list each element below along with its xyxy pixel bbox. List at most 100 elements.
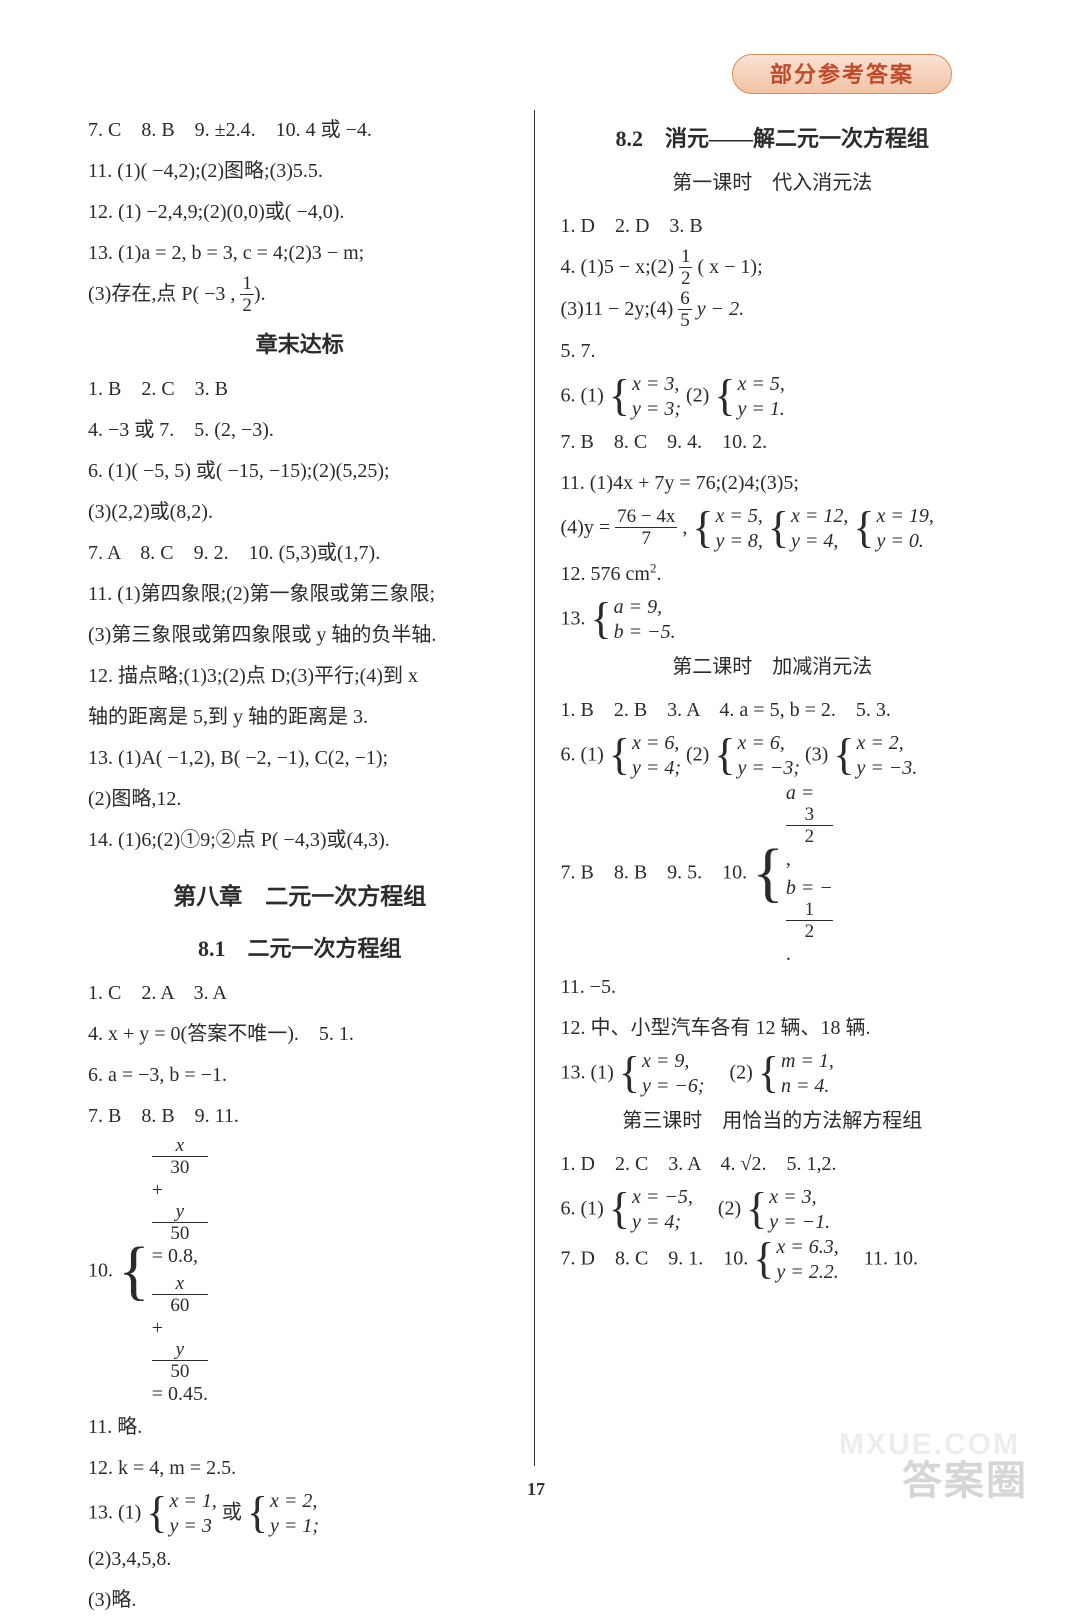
text: x = 12, bbox=[791, 504, 848, 529]
text: x = 2, bbox=[856, 731, 917, 756]
ans-line: 12. 中、小型汽车各有 12 辆、18 辆. bbox=[561, 1008, 985, 1049]
text: = 0.45. bbox=[152, 1382, 208, 1407]
ans-line: 11. −5. bbox=[561, 967, 985, 1008]
subsection-heading: 第一课时 代入消元法 bbox=[561, 163, 985, 204]
text: = 0.8, bbox=[152, 1244, 208, 1269]
text: x = 9, bbox=[642, 1049, 705, 1074]
text: m = 1, bbox=[781, 1049, 834, 1074]
section-heading: 8.1 二元一次方程组 bbox=[88, 926, 512, 971]
text: 4. (1)5 − x;(2) bbox=[561, 256, 674, 278]
ans-line: 5. 7. bbox=[561, 331, 985, 372]
left-brace-icon: { bbox=[591, 597, 612, 641]
text: 11. 10. bbox=[844, 1248, 918, 1270]
text: x = 6, bbox=[737, 731, 800, 756]
ans-line: 13. (1)A( −1,2), B( −2, −1), C(2, −1); bbox=[88, 738, 512, 779]
ans-line: 6. (1) { x = −5,y = 4; (2) { x = 3,y = −… bbox=[561, 1185, 985, 1235]
denominator: 2 bbox=[240, 295, 254, 315]
left-brace-icon: { bbox=[609, 374, 630, 418]
text: y = 3 bbox=[169, 1514, 216, 1539]
denominator: 2 bbox=[786, 826, 833, 846]
ans-line: 4. x + y = 0(答案不唯一). 5. 1. bbox=[88, 1014, 512, 1055]
text: , bbox=[682, 517, 687, 539]
text: 12. 576 cm bbox=[561, 563, 650, 585]
denominator: 50 bbox=[152, 1361, 208, 1381]
numerator: y bbox=[152, 1340, 208, 1361]
subsection-heading: 第三课时 用恰当的方法解方程组 bbox=[561, 1101, 985, 1142]
ans-line: 7. D 8. C 9. 1. 10. { x = 6.3,y = 2.2. 1… bbox=[561, 1235, 985, 1285]
left-brace-icon: { bbox=[714, 374, 735, 418]
right-column: 8.2 消元——解二元一次方程组 第一课时 代入消元法 1. D 2. D 3.… bbox=[534, 110, 993, 1466]
text: −3 , bbox=[204, 283, 235, 305]
text: 7. B 8. B 9. 5. 10. bbox=[561, 862, 753, 884]
left-brace-icon: { bbox=[609, 1187, 630, 1231]
ans-line: 7. B 8. C 9. 4. 10. 2. bbox=[561, 422, 985, 463]
numerator: x bbox=[152, 1136, 208, 1157]
left-brace-icon: { bbox=[758, 1051, 779, 1095]
section-heading: 8.2 消元——解二元一次方程组 bbox=[561, 116, 985, 161]
text: y = −6; bbox=[642, 1074, 705, 1099]
text: (2) bbox=[709, 1062, 752, 1084]
text: y = 3; bbox=[632, 397, 681, 422]
left-brace-icon: { bbox=[609, 733, 630, 777]
text: (3)存在,点 P bbox=[88, 283, 192, 305]
ans-line: 10. { x30 + y50 = 0.8, x60 + y50 = 0.45. bbox=[88, 1137, 512, 1407]
denominator: 2 bbox=[679, 268, 693, 288]
text: 6. (1) bbox=[561, 1198, 604, 1220]
system-body: x30 + y50 = 0.8, x60 + y50 = 0.45. bbox=[152, 1137, 208, 1407]
numerator: 1 bbox=[240, 274, 254, 295]
left-brace-icon: { bbox=[746, 1187, 767, 1231]
text: y = 8, bbox=[715, 529, 762, 554]
subsection-heading: 第二课时 加减消元法 bbox=[561, 647, 985, 688]
text: x = 19, bbox=[876, 504, 933, 529]
ans-line: (3)11 − 2y;(4) 65 y − 2. bbox=[561, 289, 985, 331]
ans-line: 1. D 2. C 3. A 4. √2. 5. 1,2. bbox=[561, 1144, 985, 1185]
denominator: 50 bbox=[152, 1223, 208, 1243]
text: y = 4; bbox=[632, 756, 681, 781]
ans-line: 1. B 2. B 3. A 4. a = 5, b = 2. 5. 3. bbox=[561, 690, 985, 731]
text: 13. (1) bbox=[88, 1502, 141, 1524]
ans-line: 1. C 2. A 3. A bbox=[88, 973, 512, 1014]
ans-line: 7. C 8. B 9. ±2.4. 10. 4 或 −4. bbox=[88, 110, 512, 151]
text: y = −3; bbox=[737, 756, 800, 781]
ans-line: 7. B 8. B 9. 5. 10. { a = 32, b = − 12. bbox=[561, 781, 985, 967]
left-brace-icon: { bbox=[768, 506, 789, 550]
ans-line: 13. (1) { x = 9,y = −6; (2) { m = 1,n = … bbox=[561, 1049, 985, 1099]
numerator: 1 bbox=[786, 900, 833, 921]
left-brace-icon: { bbox=[752, 840, 784, 906]
ans-line: 11. (1)第四象限;(2)第一象限或第三象限; bbox=[88, 574, 512, 615]
left-brace-icon: { bbox=[753, 1237, 774, 1281]
text: a = bbox=[786, 781, 833, 806]
ans-line: 4. −3 或 7. 5. (2, −3). bbox=[88, 410, 512, 451]
page-number: 17 bbox=[0, 1479, 1072, 1500]
ans-line: (2)图略,12. bbox=[88, 779, 512, 820]
ans-line: 13. (1)a = 2, b = 3, c = 4;(2)3 − m; bbox=[88, 233, 512, 274]
text: 或 bbox=[222, 1502, 242, 1524]
numerator: 6 bbox=[678, 289, 692, 310]
ans-line: 1. D 2. D 3. B bbox=[561, 206, 985, 247]
left-column: 7. C 8. B 9. ±2.4. 10. 4 或 −4. 11. (1)( … bbox=[80, 110, 534, 1466]
section-heading: 章末达标 bbox=[88, 322, 512, 367]
text: (3)11 − 2y;(4) bbox=[561, 298, 674, 320]
text: y − 2. bbox=[697, 298, 744, 320]
ans-line: 6. (1) { x = 3,y = 3; (2) { x = 5,y = 1. bbox=[561, 372, 985, 422]
text: y = 1; bbox=[270, 1514, 319, 1539]
ans-line: (2)3,4,5,8. bbox=[88, 1539, 512, 1580]
ans-line: (3)略. bbox=[88, 1580, 512, 1621]
text: (4)y = bbox=[561, 517, 616, 539]
numerator: x bbox=[152, 1274, 208, 1295]
text: b = − bbox=[786, 876, 833, 901]
ans-line: 轴的距离是 5,到 y 轴的距离是 3. bbox=[88, 697, 512, 738]
text: y = 4, bbox=[791, 529, 848, 554]
left-brace-icon: { bbox=[619, 1051, 640, 1095]
text: x = 3, bbox=[632, 372, 681, 397]
text: y = −3. bbox=[856, 756, 917, 781]
left-brace-icon: { bbox=[853, 506, 874, 550]
numerator: 1 bbox=[679, 247, 693, 268]
ans-line: 12. 576 cm2. bbox=[561, 554, 985, 595]
denominator: 2 bbox=[786, 921, 833, 941]
text: y = 0. bbox=[876, 529, 933, 554]
text: y = 1. bbox=[737, 397, 784, 422]
numerator: y bbox=[152, 1202, 208, 1223]
numerator: 3 bbox=[786, 805, 833, 826]
ans-line: (4)y = 76 − 4x7 , { x = 5,y = 8, { x = 1… bbox=[561, 504, 985, 554]
